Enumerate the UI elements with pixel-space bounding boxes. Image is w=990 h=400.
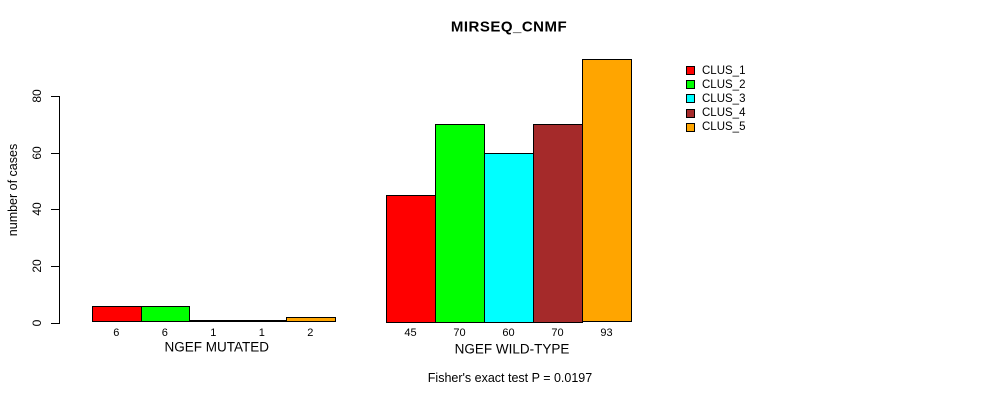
bar-value-label: 6: [161, 327, 168, 339]
y-tick-label: 80: [30, 89, 44, 103]
y-tick: [51, 322, 60, 324]
legend-label: CLUS_4: [702, 107, 746, 120]
legend-label: CLUS_3: [702, 92, 746, 105]
bar-value-label: 60: [502, 327, 515, 339]
bar: [484, 152, 534, 323]
legend-swatch: [686, 108, 695, 118]
bar: [435, 124, 485, 323]
y-tick-label: 60: [30, 145, 44, 160]
legend-item: CLUS_4: [686, 106, 745, 120]
group-label: NGEF WILD-TYPE: [454, 341, 570, 356]
bar: [140, 305, 190, 323]
y-tick-label: 0: [30, 319, 44, 326]
bar: [237, 319, 287, 323]
bar-value-label: 70: [453, 327, 466, 339]
bar: [189, 319, 239, 323]
bar-value-label: 1: [210, 327, 217, 339]
y-tick: [51, 209, 60, 211]
y-tick: [51, 96, 60, 97]
bar-value-label: 6: [113, 327, 120, 339]
legend-item: CLUS_2: [686, 78, 745, 92]
fisher-test-annotation: Fisher's exact test P = 0.0197: [427, 371, 593, 385]
bar-value-label: 45: [404, 327, 417, 339]
legend-swatch: [686, 66, 695, 75]
bar: [582, 59, 632, 323]
bar: [386, 195, 436, 323]
legend-label: CLUS_1: [702, 64, 746, 77]
legend-item: CLUS_1: [686, 64, 745, 78]
bar-value-label: 93: [600, 327, 613, 339]
legend-label: CLUS_2: [702, 78, 746, 91]
legend-swatch: [686, 80, 695, 90]
bar-value-label: 1: [258, 327, 265, 339]
legend-item: CLUS_5: [686, 120, 745, 134]
y-tick-label: 20: [30, 259, 44, 273]
legend-item: CLUS_3: [686, 92, 745, 106]
bar: [92, 305, 142, 323]
y-tick-label: 40: [30, 202, 44, 216]
group-label: NGEF MUTATED: [164, 339, 270, 355]
bar-value-label: 2: [307, 327, 314, 339]
chart-title: MIRSEQ_CNMF: [450, 18, 568, 36]
legend-swatch: [686, 122, 695, 132]
bar: [286, 316, 336, 323]
bar: [533, 124, 583, 323]
bar-value-label: 70: [551, 327, 564, 339]
y-tick: [51, 265, 60, 267]
y-tick: [51, 152, 60, 154]
legend-label: CLUS_5: [702, 121, 746, 134]
legend-swatch: [686, 94, 695, 104]
